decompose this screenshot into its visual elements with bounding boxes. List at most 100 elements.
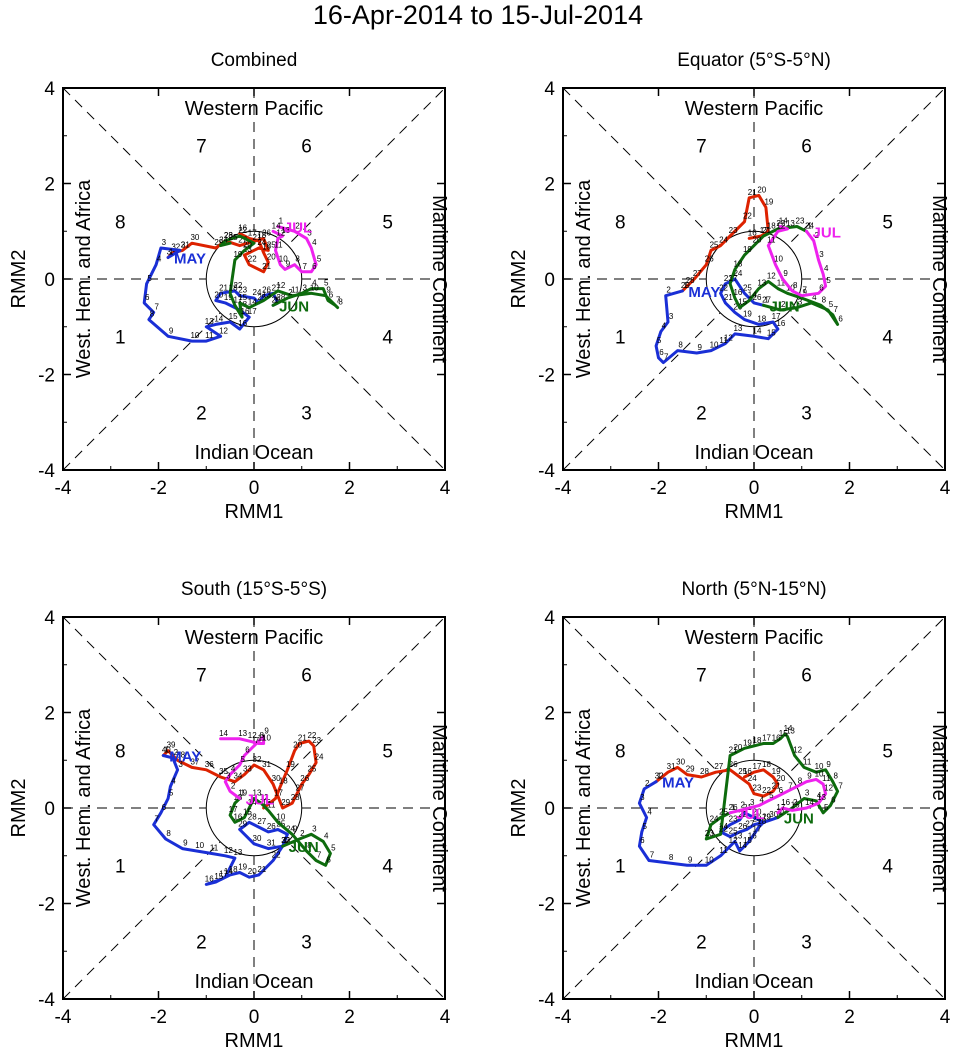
day-label: 11: [822, 774, 831, 783]
x-tick-label: 4: [940, 478, 951, 499]
day-label: 25: [229, 233, 238, 242]
day-label: 23: [724, 274, 733, 283]
day-label: 23: [224, 231, 233, 240]
x-tick-label: -4: [55, 1007, 72, 1028]
day-label: 16: [743, 767, 752, 776]
day-label: 32: [253, 755, 262, 764]
day-label: 12: [260, 793, 269, 802]
x-axis-label: RMM1: [725, 501, 784, 523]
day-label: 25: [307, 765, 316, 774]
day-label: 12: [729, 836, 738, 845]
series-line-jul: [271, 225, 318, 274]
day-label: 16: [233, 812, 242, 821]
series-line-may: [152, 754, 289, 886]
phase-label-6: 6: [801, 665, 812, 686]
day-label: 13: [233, 848, 242, 857]
day-label: 16: [238, 224, 247, 233]
day-label: 10: [815, 762, 824, 771]
day-label: 20: [753, 236, 762, 245]
day-label: 22: [719, 283, 728, 292]
region-label-right: Maritime Continent: [928, 724, 950, 892]
diagonal-line: [62, 87, 446, 471]
day-label: 18: [762, 760, 771, 769]
day-label: 32: [171, 243, 180, 252]
day-label: 28: [753, 815, 762, 824]
series-line-may: [637, 780, 780, 867]
day-label: 7: [154, 815, 159, 824]
day-label: 11: [803, 757, 812, 766]
day-label: 1: [164, 745, 169, 754]
day-label: 3: [669, 312, 674, 321]
y-tick-label: 2: [44, 175, 55, 196]
day-label: 19: [764, 197, 773, 206]
day-label: 16: [238, 319, 247, 328]
x-tick-label: 0: [749, 1007, 760, 1028]
day-label: 31: [181, 240, 190, 249]
day-label: 27: [693, 269, 702, 278]
day-label: 2: [231, 781, 236, 790]
day-label: 21: [748, 188, 757, 197]
day-label: 16: [748, 831, 757, 840]
phase-label-4: 4: [382, 327, 393, 348]
day-label: 1: [779, 808, 784, 817]
day-label: 7: [336, 295, 341, 304]
day-label: 26: [300, 774, 309, 783]
phase-label-3: 3: [301, 933, 312, 954]
y-axis-label: RMM2: [508, 779, 530, 838]
day-label: 20: [757, 185, 766, 194]
day-label: 20: [753, 808, 762, 817]
y-tick-label: 2: [544, 175, 555, 196]
day-label: 26: [729, 760, 738, 769]
day-label: 17: [760, 226, 769, 235]
day-label: 31: [776, 808, 785, 817]
month-label-jun: JUN: [784, 811, 814, 828]
day-label: 11: [205, 331, 214, 340]
day-label: 8: [793, 281, 798, 290]
day-label: 28: [686, 276, 695, 285]
day-label: 7: [834, 305, 839, 314]
day-label: 15: [743, 836, 752, 845]
day-label: 16: [772, 734, 781, 743]
y-tick-label: 4: [44, 608, 55, 629]
region-label-top: Western Pacific: [685, 627, 824, 649]
day-label: 27: [257, 817, 266, 826]
phase-label-5: 5: [882, 213, 893, 234]
day-label: 14: [738, 841, 747, 850]
phase-label-7: 7: [196, 665, 207, 686]
y-tick-label: 0: [544, 270, 555, 291]
y-axis-label: RMM2: [8, 779, 30, 838]
day-label: 7: [664, 353, 669, 362]
y-axis-label: RMM2: [8, 250, 30, 309]
day-label: 4: [157, 255, 162, 264]
day-label: 4: [647, 808, 652, 817]
phase-label-2: 2: [696, 933, 707, 954]
day-label: 3: [640, 793, 645, 802]
x-tick-label: 2: [344, 478, 355, 499]
phase-label-7: 7: [696, 136, 707, 157]
series-line-apr: [680, 193, 770, 293]
day-label: 15: [779, 729, 788, 738]
diagonal-line: [62, 87, 446, 471]
day-label: 24: [253, 288, 262, 297]
day-label: 16: [205, 874, 214, 883]
phase-label-8: 8: [115, 742, 126, 763]
day-label: 7: [303, 262, 308, 271]
day-label: 25: [267, 240, 276, 249]
day-label: 22: [743, 212, 752, 221]
phase-label-1: 1: [115, 856, 126, 877]
day-label: 13: [733, 324, 742, 333]
y-tick-label: 2: [44, 704, 55, 725]
day-label: 9: [169, 326, 174, 335]
month-label-may: MAY: [174, 251, 206, 268]
day-label: 5: [240, 755, 245, 764]
day-label: 20: [267, 252, 276, 261]
day-label: 20: [214, 290, 223, 299]
day-label: 2: [666, 286, 671, 295]
day-label: 25: [729, 827, 738, 836]
day-label: 18: [757, 314, 766, 323]
day-label: 4: [824, 264, 829, 273]
day-label: 13: [757, 279, 766, 288]
month-label-jul: JUL: [284, 219, 312, 236]
day-label: 12: [276, 281, 285, 290]
